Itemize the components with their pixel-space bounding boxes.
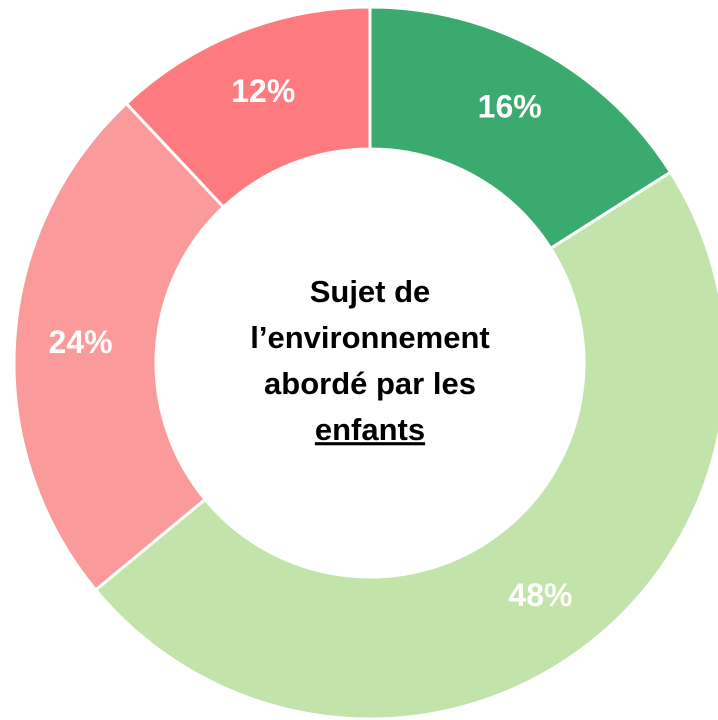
- data-label: 48%: [508, 577, 572, 613]
- data-label: 16%: [478, 88, 542, 124]
- chart-title: l’environnement: [250, 320, 489, 355]
- chart-title: abordé par les: [264, 366, 476, 401]
- donut-slice: [12, 101, 226, 593]
- donut-slice: [124, 5, 372, 210]
- donut-slice: [93, 170, 718, 720]
- data-label: 24%: [49, 324, 113, 360]
- donut-slice: [368, 5, 673, 251]
- data-label: 12%: [231, 73, 295, 109]
- chart-title: Sujet de: [310, 274, 431, 309]
- chart-title: enfants: [315, 412, 425, 447]
